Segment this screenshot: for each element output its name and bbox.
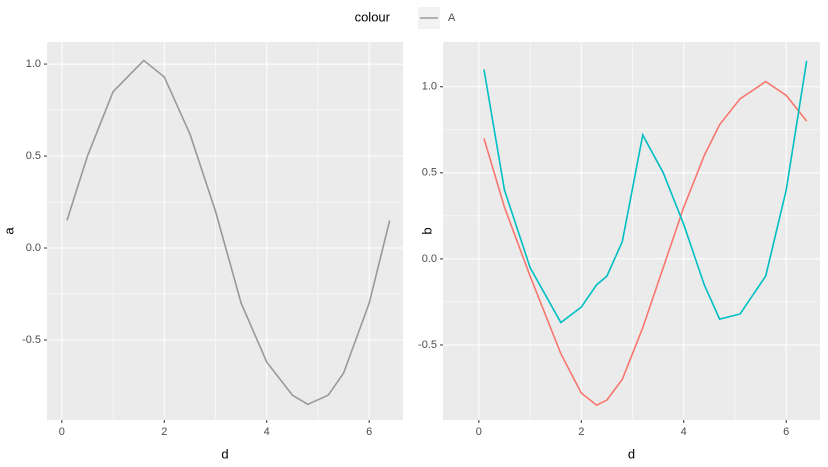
x-tick-label: 6 bbox=[366, 426, 372, 438]
x-tick-label: 4 bbox=[681, 426, 687, 438]
legend-title: colour bbox=[355, 9, 391, 24]
y-axis-title: a bbox=[1, 227, 16, 235]
x-tick-label: 0 bbox=[476, 426, 482, 438]
panel bbox=[443, 42, 820, 420]
x-tick-label: 4 bbox=[264, 426, 270, 438]
panel bbox=[47, 42, 403, 420]
y-tick-label: 1.0 bbox=[422, 81, 437, 93]
series-line bbox=[66, 59, 391, 406]
x-tick-label: 2 bbox=[161, 426, 167, 438]
y-tick-label: -0.5 bbox=[22, 334, 41, 346]
y-tick-label: 0.5 bbox=[26, 150, 41, 162]
y-tick-label: 0.5 bbox=[422, 167, 437, 179]
series-line bbox=[483, 80, 808, 407]
x-axis-title: d bbox=[628, 446, 635, 461]
y-axis-title: b bbox=[419, 227, 434, 234]
legend-label: A bbox=[448, 12, 456, 24]
series-line bbox=[483, 60, 808, 324]
y-tick-label: 0.0 bbox=[26, 242, 41, 254]
x-tick-label: 6 bbox=[783, 426, 789, 438]
x-tick-label: 2 bbox=[578, 426, 584, 438]
y-tick-label: -0.5 bbox=[418, 339, 437, 351]
x-tick-label: 0 bbox=[59, 426, 65, 438]
y-tick-label: 0.0 bbox=[422, 253, 437, 265]
y-tick-label: 1.0 bbox=[26, 58, 41, 70]
x-axis-title: d bbox=[221, 446, 228, 461]
